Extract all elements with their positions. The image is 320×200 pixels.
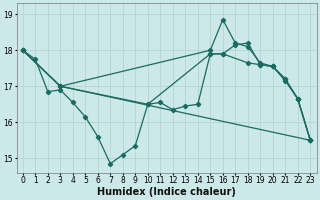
X-axis label: Humidex (Indice chaleur): Humidex (Indice chaleur)	[97, 187, 236, 197]
